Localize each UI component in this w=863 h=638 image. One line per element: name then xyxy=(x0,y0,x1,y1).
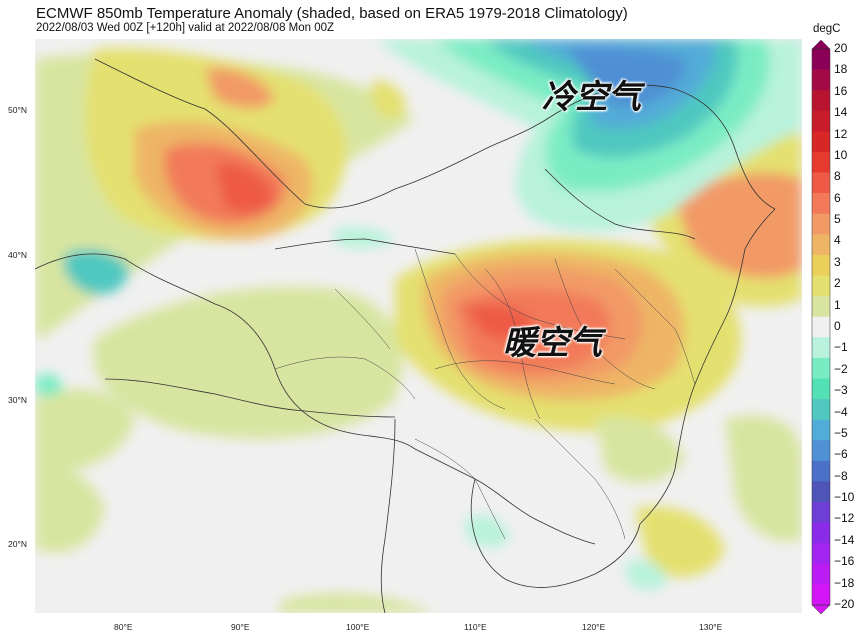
colorbar-tick-label: 4 xyxy=(834,233,841,247)
colorbar-swatch xyxy=(812,440,830,462)
colorbar-tick-label: −14 xyxy=(834,533,855,547)
colorbar-swatch xyxy=(812,337,830,359)
colorbar-swatch xyxy=(812,234,830,256)
colorbar-swatch xyxy=(812,502,830,523)
colorbar-swatch xyxy=(812,275,830,297)
colorbar-tick-label: −12 xyxy=(834,511,855,525)
colorbar-tick-label: 5 xyxy=(834,212,841,226)
colorbar-tick-label: 2 xyxy=(834,276,841,290)
lon-label-110: 110°E xyxy=(464,622,487,632)
warm-air-label: 暖空气 xyxy=(503,323,602,362)
chart-subtitle: 2022/08/03 Wed 00Z [+120h] valid at 2022… xyxy=(36,22,335,34)
lon-label-80: 80°E xyxy=(114,622,133,632)
colorbar-tick-label: 6 xyxy=(834,191,841,205)
colorbar-swatch xyxy=(812,131,830,153)
colorbar-tick-label: −3 xyxy=(834,383,848,397)
chart-title: ECMWF 850mb Temperature Anomaly (shaded,… xyxy=(36,5,628,22)
colorbar-tick-label: −16 xyxy=(834,554,855,568)
colorbar-swatch xyxy=(812,193,830,215)
colorbar-swatch xyxy=(812,69,830,91)
colorbar-swatch xyxy=(812,296,830,318)
colorbar-swatch xyxy=(812,460,830,482)
lat-label-40: 40°N xyxy=(8,250,27,260)
lat-label-20: 20°N xyxy=(8,539,27,549)
colorbar-tick-label: 10 xyxy=(834,148,848,162)
colorbar-tick-label: 18 xyxy=(834,62,848,76)
lat-label-30: 30°N xyxy=(8,395,27,405)
colorbar xyxy=(811,39,831,615)
lon-label-100: 100°E xyxy=(346,622,370,632)
colorbar-tick-label: 1 xyxy=(834,298,841,312)
colorbar-tick-label: −10 xyxy=(834,490,855,504)
colorbar-swatch xyxy=(812,49,830,70)
colorbar-swatch xyxy=(812,584,830,606)
colorbar-tick-label: 8 xyxy=(834,169,841,183)
lon-label-90: 90°E xyxy=(231,622,250,632)
colorbar-swatch xyxy=(812,419,830,441)
colorbar-tick-label: 12 xyxy=(834,127,848,141)
colorbar-swatch xyxy=(812,316,830,338)
colorbar-swatch xyxy=(812,90,830,112)
colorbar-swatch xyxy=(812,522,830,544)
map-panel xyxy=(35,39,802,613)
colorbar-tick-label: 20 xyxy=(834,41,848,55)
colorbar-tick-label: −5 xyxy=(834,426,848,440)
colorbar-tick-label: 3 xyxy=(834,255,841,269)
colorbar-tick-label: −6 xyxy=(834,447,848,461)
colorbar-swatch xyxy=(812,357,830,379)
lon-label-120: 120°E xyxy=(582,622,606,632)
lat-label-50: 50°N xyxy=(8,105,27,115)
country-borders xyxy=(35,58,776,613)
colorbar-tick-label: −1 xyxy=(834,340,848,354)
anomaly-map xyxy=(35,39,802,613)
colorbar-max-arrow xyxy=(811,39,831,50)
colorbar-tick-label: −8 xyxy=(834,469,848,483)
colorbar-swatch xyxy=(812,213,830,235)
colorbar-swatch xyxy=(812,254,830,276)
colorbar-swatch xyxy=(812,563,830,585)
lon-label-130: 130°E xyxy=(699,622,723,632)
colorbar-tick-label: 0 xyxy=(834,319,841,333)
colorbar-tick-label: 16 xyxy=(834,84,848,98)
colorbar-tick-label: −18 xyxy=(834,576,855,590)
colorbar-tick-label: −20 xyxy=(834,597,855,611)
colorbar-tick-label: −4 xyxy=(834,405,848,419)
province-borders xyxy=(274,248,696,540)
colorbar-swatch xyxy=(812,399,830,420)
colorbar-tick-label: −2 xyxy=(834,362,848,376)
anomaly-shading xyxy=(35,39,802,613)
colorbar-swatch xyxy=(812,378,830,400)
colorbar-min-arrow xyxy=(811,604,831,615)
colorbar-swatch xyxy=(812,110,830,132)
colorbar-swatch xyxy=(812,172,830,194)
colorbar-tick-label: 14 xyxy=(834,105,848,119)
colorbar-swatch xyxy=(812,151,830,173)
colorbar-swatch xyxy=(812,543,830,565)
colorbar-unit: degC xyxy=(813,23,841,35)
cold-air-label: 冷空气 xyxy=(542,77,641,116)
colorbar-swatch xyxy=(812,481,830,503)
